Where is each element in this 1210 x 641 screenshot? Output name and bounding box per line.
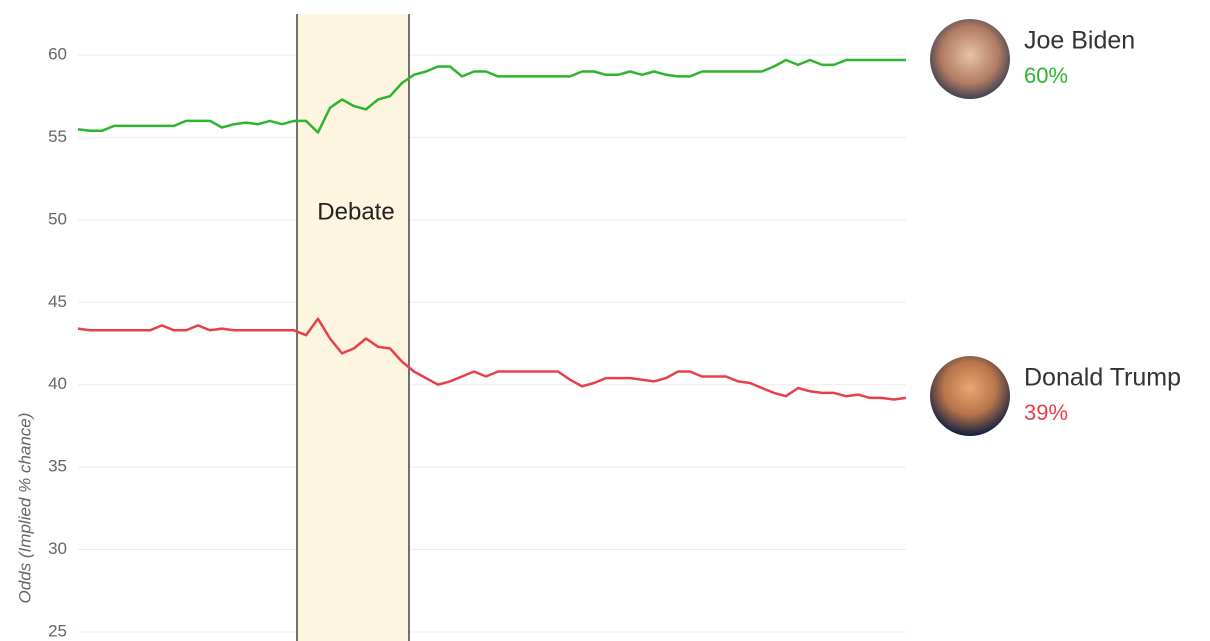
legend-value: 39% xyxy=(1024,400,1068,425)
avatar xyxy=(930,19,1010,99)
avatar xyxy=(930,356,1010,436)
legend-value: 60% xyxy=(1024,63,1068,88)
lines xyxy=(78,60,906,400)
y-tick-label: 25 xyxy=(48,621,67,640)
y-tick-label: 30 xyxy=(48,539,67,558)
annotation: Debate xyxy=(317,198,394,225)
series-line xyxy=(78,60,906,133)
y-tick-label: 45 xyxy=(48,292,67,311)
legend: Joe Biden 60% Donald Trump 39% xyxy=(1024,27,1181,425)
y-tick-label: 55 xyxy=(48,127,67,146)
series-line xyxy=(78,319,906,400)
chart: 25 30 35 40 45 50 55 60 Debate Odds (Implied % … xyxy=(0,0,1210,641)
legend-name: Donald Trump xyxy=(1024,364,1181,392)
grid: 25 30 35 40 45 50 55 60 xyxy=(48,44,906,640)
y-tick-label: 40 xyxy=(48,374,67,393)
y-axis-label: Odds (Implied % chance) xyxy=(15,413,34,604)
y-tick-label: 35 xyxy=(48,457,67,476)
y-tick-label: 50 xyxy=(48,209,67,228)
legend-name: Joe Biden xyxy=(1024,27,1135,55)
debate-band xyxy=(297,14,409,641)
y-tick-label: 60 xyxy=(48,44,67,63)
